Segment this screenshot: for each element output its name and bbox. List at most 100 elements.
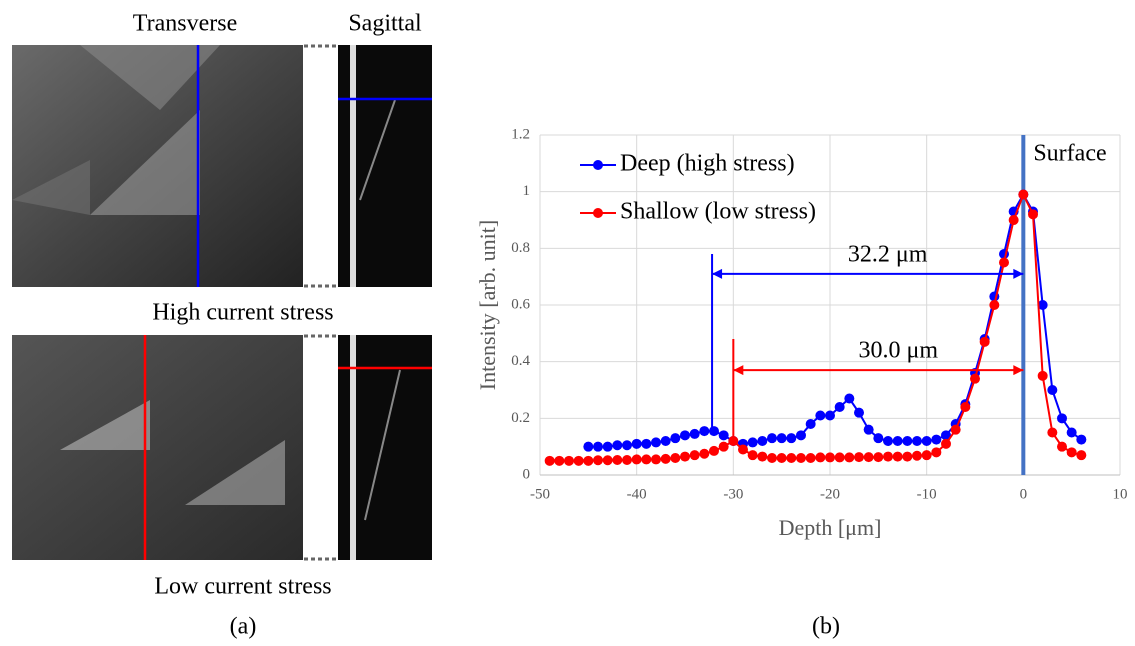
series-line xyxy=(588,192,1082,448)
data-point xyxy=(631,438,642,449)
data-point xyxy=(602,441,613,452)
data-point xyxy=(815,452,826,463)
data-point xyxy=(825,410,835,421)
data-point xyxy=(854,452,864,463)
data-point xyxy=(902,451,913,462)
data-point xyxy=(1066,427,1077,438)
data-point xyxy=(689,450,700,461)
data-point xyxy=(796,430,806,441)
y-tick-label: 0 xyxy=(523,466,531,482)
y-tick-label: 1.2 xyxy=(511,126,530,142)
data-point xyxy=(863,452,874,463)
data-point xyxy=(767,433,777,444)
data-point xyxy=(873,452,884,463)
panel-a: Transverse Sagittal High current stress … xyxy=(12,11,432,640)
texture xyxy=(12,160,90,215)
data-point xyxy=(622,440,632,451)
data-point xyxy=(622,454,632,465)
data-point xyxy=(651,437,661,448)
data-point xyxy=(960,402,971,412)
data-point xyxy=(834,452,845,463)
x-tick-label: -40 xyxy=(627,486,647,502)
caption: High current stress xyxy=(152,300,333,326)
data-point xyxy=(1057,413,1067,424)
data-point xyxy=(641,438,652,449)
data-point xyxy=(680,430,690,441)
data-point xyxy=(1028,209,1038,220)
data-point xyxy=(689,428,700,439)
y-tick-label: 1 xyxy=(523,183,531,199)
data-point xyxy=(844,393,855,404)
data-point xyxy=(651,454,661,465)
data-point xyxy=(709,445,719,456)
data-point xyxy=(699,426,710,437)
data-point xyxy=(1037,370,1048,381)
data-point xyxy=(815,410,826,421)
texture xyxy=(60,400,150,450)
x-axis-label: Depth [μm] xyxy=(779,515,882,540)
data-point xyxy=(921,450,932,461)
data-point xyxy=(1018,189,1029,200)
connectors xyxy=(304,44,337,561)
y-tick-label: 0.4 xyxy=(511,353,530,369)
texture xyxy=(364,369,401,521)
data-point xyxy=(709,426,719,437)
data-point xyxy=(1047,427,1058,438)
texture xyxy=(359,99,396,201)
data-point xyxy=(602,455,613,466)
surface-label: Surface xyxy=(1033,140,1106,166)
y-axis-label: Intensity [arb. unit] xyxy=(475,220,500,390)
data-point xyxy=(776,453,787,463)
legend-marker xyxy=(593,160,603,170)
data-point xyxy=(873,433,884,444)
data-point xyxy=(1066,447,1077,458)
annotation-label: 30.0 μm xyxy=(859,338,939,364)
data-point xyxy=(796,453,806,463)
data-point xyxy=(979,336,990,347)
data-point xyxy=(776,433,787,444)
data-point xyxy=(554,455,565,466)
data-point xyxy=(931,434,942,445)
data-point xyxy=(1076,434,1087,445)
data-point xyxy=(718,441,729,452)
data-point xyxy=(573,455,584,466)
data-point xyxy=(902,436,913,446)
x-tick-label: -10 xyxy=(917,486,937,502)
data-point xyxy=(747,450,758,461)
data-point xyxy=(631,454,642,465)
data-point xyxy=(912,436,922,446)
data-point xyxy=(931,447,942,458)
data-point xyxy=(738,444,748,455)
y-tick-label: 0.6 xyxy=(511,296,530,312)
data-point xyxy=(1047,385,1058,395)
title: Sagittal xyxy=(348,11,422,37)
data-point xyxy=(854,407,864,418)
data-point xyxy=(863,424,874,435)
legend-label: Deep (high stress) xyxy=(620,151,795,177)
data-point xyxy=(583,455,594,466)
data-point xyxy=(699,448,710,459)
texture xyxy=(90,110,200,215)
data-point xyxy=(834,402,845,412)
data-point xyxy=(1076,450,1087,461)
data-point xyxy=(825,452,835,463)
legend-label: Shallow (low stress) xyxy=(620,199,816,225)
y-tick-label: 0.2 xyxy=(511,410,530,426)
data-point xyxy=(912,450,922,461)
data-point xyxy=(921,436,932,446)
data-point xyxy=(544,455,555,466)
data-point xyxy=(593,441,603,452)
data-point xyxy=(767,453,777,463)
data-point xyxy=(670,433,681,444)
data-point xyxy=(1057,441,1067,452)
data-point xyxy=(999,257,1009,268)
data-point xyxy=(786,453,797,463)
x-tick-label: -50 xyxy=(530,486,550,502)
data-point xyxy=(892,436,903,446)
data-point xyxy=(805,453,816,463)
data-point xyxy=(660,436,671,446)
data-point xyxy=(844,452,855,463)
annotation-label: 32.2 μm xyxy=(848,241,928,267)
data-point xyxy=(680,451,690,462)
